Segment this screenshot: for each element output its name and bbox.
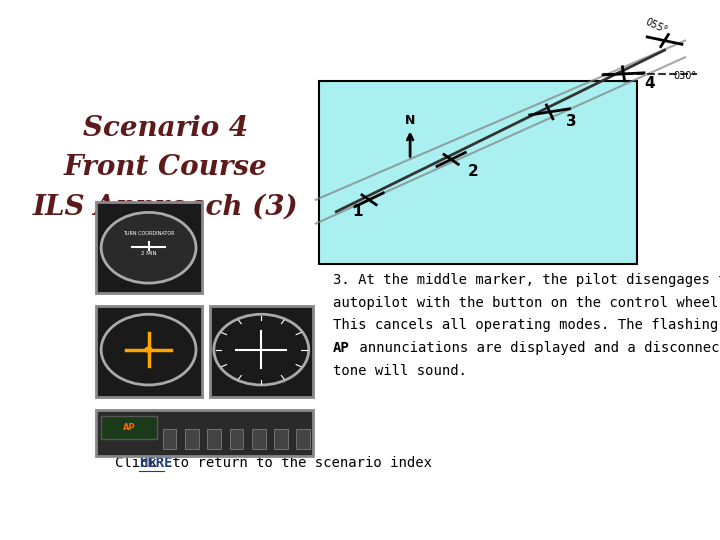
Text: autopilot with the button on the control wheel.: autopilot with the button on the control… (333, 295, 720, 309)
Bar (96, 410, 313, 456)
Bar (96, 306, 202, 397)
Circle shape (101, 314, 196, 385)
Bar (230, 429, 243, 449)
Text: Click: Click (115, 456, 166, 470)
Bar (319, 82, 637, 265)
Text: AP: AP (333, 341, 349, 355)
Bar (101, 416, 157, 439)
Text: N: N (405, 114, 415, 127)
Text: 4: 4 (644, 76, 654, 91)
Text: 3. At the middle marker, the pilot disengages the: 3. At the middle marker, the pilot disen… (333, 273, 720, 287)
Text: HERE: HERE (139, 456, 173, 470)
Text: 2 MIN: 2 MIN (141, 252, 156, 256)
Text: Front Course: Front Course (63, 154, 267, 181)
Text: 055°: 055° (644, 17, 669, 36)
Circle shape (214, 314, 309, 385)
Text: annunciations are displayed and a disconnect: annunciations are displayed and a discon… (351, 341, 720, 355)
Text: AP: AP (122, 423, 135, 432)
Text: 1: 1 (353, 205, 363, 219)
Circle shape (145, 347, 152, 352)
Text: tone will sound.: tone will sound. (333, 364, 467, 378)
Text: 2: 2 (467, 164, 478, 179)
Circle shape (101, 212, 196, 283)
Bar (210, 306, 313, 397)
Bar (297, 429, 310, 449)
Bar (96, 202, 202, 294)
Bar (207, 429, 221, 449)
Bar (252, 429, 266, 449)
Text: Scenario 4: Scenario 4 (83, 114, 248, 141)
Text: 030°: 030° (673, 71, 697, 80)
Bar (185, 429, 199, 449)
Text: TURN COORDINATOR: TURN COORDINATOR (123, 231, 174, 235)
Bar (274, 429, 288, 449)
Bar (163, 429, 176, 449)
Text: 3: 3 (566, 114, 577, 129)
Text: to return to the scenario index: to return to the scenario index (164, 456, 432, 470)
Text: ILS Approach (3): ILS Approach (3) (32, 194, 298, 221)
Text: This cancels all operating modes. The flashing: This cancels all operating modes. The fl… (333, 319, 718, 333)
